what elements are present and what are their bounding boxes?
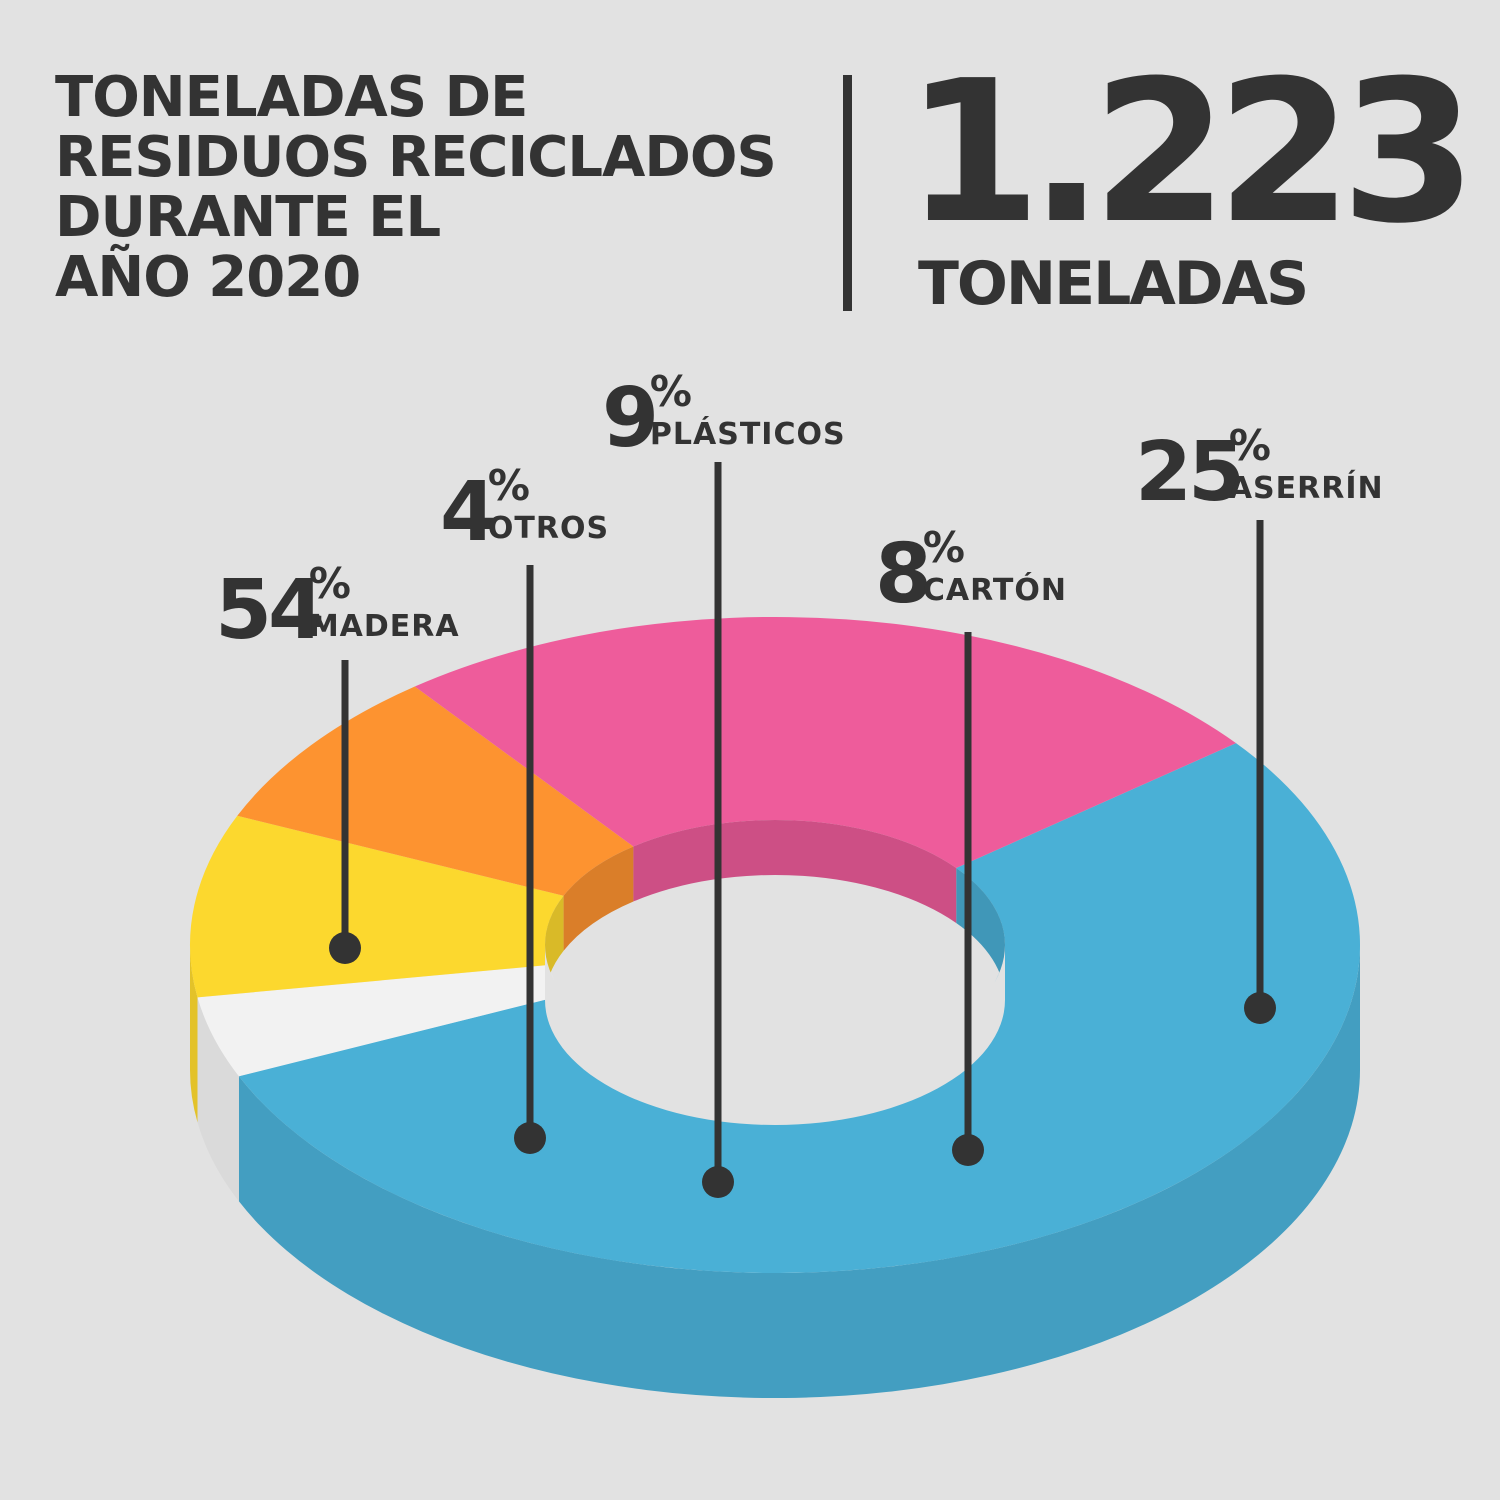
slice-value-plásticos: 9 [602, 371, 655, 466]
chart-top-group [189, 616, 1361, 1274]
total-unit: TONELADAS [918, 249, 1309, 319]
chart-leader-group [329, 462, 1276, 1198]
title-line-4: AÑO 2020 [55, 245, 361, 310]
title-line-1: TONELADAS DE [55, 65, 528, 130]
slice-label-cartón: CARTÓN [923, 571, 1067, 608]
slice-label-plásticos: PLÁSTICOS [650, 416, 846, 452]
header-divider [843, 75, 852, 311]
slice-unit-madera: % [309, 559, 351, 608]
slice-value-madera: 54 [215, 563, 322, 658]
slice-aserrín [414, 616, 1236, 868]
title-line-3: DURANTE EL [55, 185, 441, 250]
slice-side-otros [197, 997, 239, 1202]
chart-side-group [190, 945, 1360, 1399]
slice-label-otros: OTROS [488, 511, 609, 546]
slice-value-otros: 4 [440, 465, 494, 560]
chart-hole-group [545, 819, 1006, 1125]
slice-unit-cartón: % [923, 523, 965, 572]
leader-dot-aserrín [1244, 992, 1276, 1024]
slice-unit-otros: % [488, 461, 530, 510]
leader-dot-plásticos [702, 1166, 734, 1198]
slice-inner-wall-aserrín [633, 819, 957, 923]
leader-dot-cartón [952, 1134, 984, 1166]
slice-label-madera: MADERA [309, 609, 460, 644]
slice-value-cartón: 8 [875, 527, 928, 622]
chart-label-group: 54%MADERA4%OTROS9%PLÁSTICOS8%CARTÓN25%AS… [215, 367, 1384, 658]
slice-unit-aserrín: % [1229, 421, 1271, 470]
donut-hole [549, 838, 1001, 1072]
leader-dot-madera [329, 932, 361, 964]
slice-cartón [237, 686, 634, 896]
slice-plásticos [189, 815, 564, 998]
chart-title: TONELADAS DE RESIDUOS RECICLADOS DURANTE… [55, 65, 777, 310]
total-value: 1.223 [905, 39, 1477, 267]
slice-side-madera [238, 945, 1360, 1399]
slice-value-aserrín: 25 [1135, 425, 1241, 520]
slice-side-plásticos [190, 945, 198, 1123]
slice-otros [197, 965, 565, 1077]
slice-inner-wall-cartón [563, 846, 634, 951]
slice-unit-plásticos: % [650, 367, 692, 416]
donut-hole-floor [545, 945, 1005, 1125]
leader-dot-otros [514, 1122, 546, 1154]
slice-label-aserrín: ASERRÍN [1229, 470, 1384, 506]
title-line-2: RESIDUOS RECICLADOS [55, 125, 777, 190]
